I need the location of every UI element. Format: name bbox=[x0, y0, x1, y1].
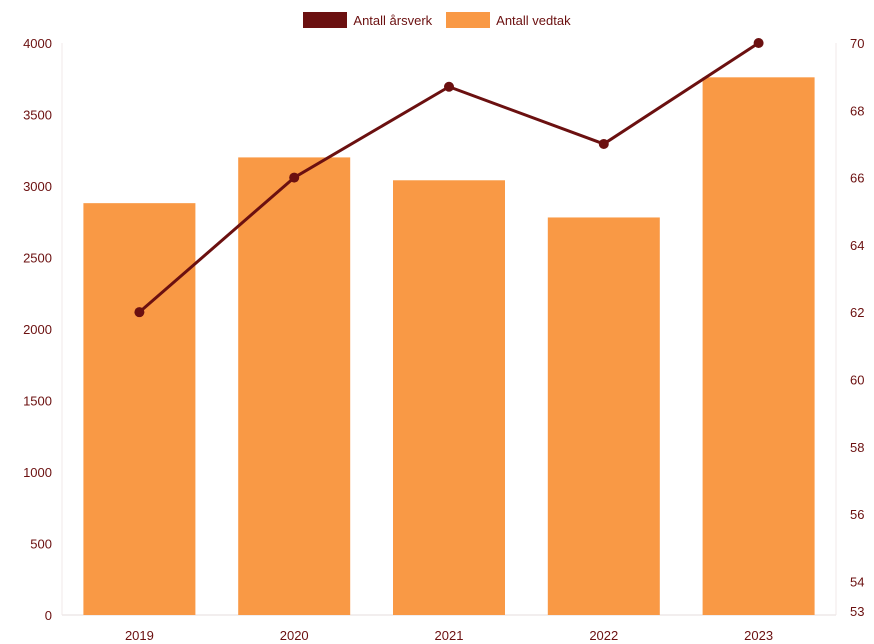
left-tick-label: 1500 bbox=[23, 394, 52, 409]
x-tick-label: 2020 bbox=[280, 628, 309, 643]
left-axis-ticks: 0 500 1000 1500 2000 2500 3000 3500 4000 bbox=[23, 36, 52, 623]
right-tick-label: 58 bbox=[850, 440, 864, 455]
x-tick-label: 2022 bbox=[589, 628, 618, 643]
left-tick-label: 1000 bbox=[23, 465, 52, 480]
left-tick-label: 0 bbox=[45, 608, 52, 623]
point-2022 bbox=[598, 138, 609, 149]
left-tick-label: 2500 bbox=[23, 251, 52, 266]
bar-2022 bbox=[547, 217, 660, 615]
bar-2020 bbox=[238, 157, 351, 615]
point-2019 bbox=[134, 307, 145, 318]
right-tick-label: 54 bbox=[850, 574, 864, 589]
point-2021 bbox=[444, 81, 454, 92]
x-axis-ticks: 2019 2020 2021 2022 2023 bbox=[125, 628, 773, 643]
right-tick-label: 62 bbox=[850, 305, 864, 320]
left-tick-label: 2000 bbox=[23, 322, 52, 337]
bar-2021 bbox=[393, 180, 505, 615]
right-tick-label: 60 bbox=[850, 372, 864, 387]
legend-item-vedtak: Antall vedtak bbox=[446, 12, 571, 28]
legend-item-arsverk: Antall årsverk bbox=[303, 12, 432, 28]
right-tick-label: 68 bbox=[850, 103, 864, 118]
bar-2019 bbox=[83, 203, 196, 615]
left-tick-label: 3500 bbox=[23, 108, 52, 123]
x-tick-label: 2021 bbox=[435, 628, 464, 643]
bar-series bbox=[83, 77, 815, 615]
right-tick-label: 66 bbox=[850, 171, 864, 186]
right-tick-label: 70 bbox=[850, 36, 864, 51]
legend-label-arsverk: Antall årsverk bbox=[353, 12, 433, 28]
legend-label-vedtak: Antall vedtak bbox=[496, 12, 571, 28]
x-tick-label: 2023 bbox=[744, 628, 773, 643]
x-tick-label: 2019 bbox=[125, 628, 154, 643]
legend-swatch-arsverk bbox=[303, 12, 348, 28]
right-tick-label: 53 bbox=[850, 604, 864, 619]
right-tick-label: 64 bbox=[850, 238, 864, 253]
point-2023 bbox=[753, 38, 764, 48]
left-tick-label: 500 bbox=[30, 537, 52, 552]
right-tick-label: 56 bbox=[850, 507, 864, 522]
bar-2023 bbox=[702, 77, 815, 615]
left-tick-label: 3000 bbox=[23, 179, 52, 194]
legend-swatch-vedtak bbox=[446, 12, 491, 28]
left-tick-label: 4000 bbox=[23, 36, 52, 51]
line-series bbox=[134, 38, 764, 318]
point-2020 bbox=[289, 172, 300, 183]
right-axis-ticks: 53 54 56 58 60 62 64 66 68 70 bbox=[850, 36, 864, 619]
chart-legend: Antall årsverk Antall vedtak bbox=[0, 12, 874, 28]
